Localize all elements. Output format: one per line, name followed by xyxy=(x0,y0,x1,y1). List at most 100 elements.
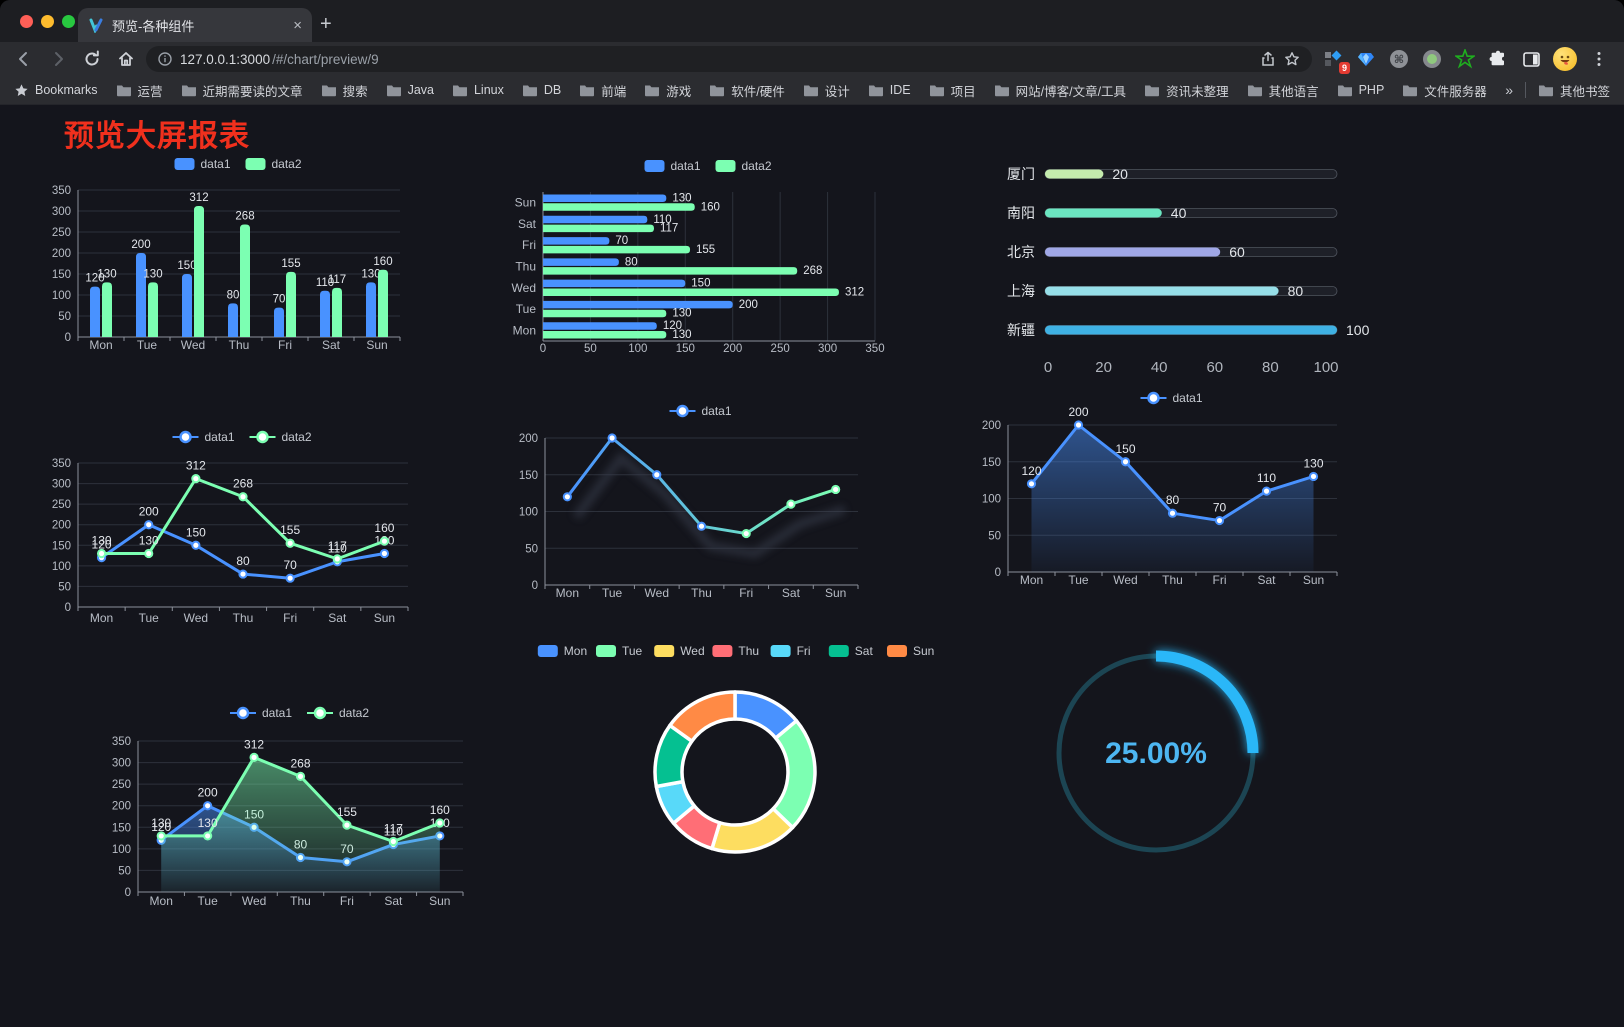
svg-text:200: 200 xyxy=(131,239,150,251)
donut-chart-canvas[interactable]: Mon Tue Wed Thu Fri Sat Sun xyxy=(530,640,940,975)
extension-grid-icon[interactable]: 9 xyxy=(1322,48,1350,74)
record-extension-icon[interactable] xyxy=(1421,48,1443,70)
bookmark-folder[interactable]: 前端 xyxy=(579,81,626,100)
window-close-button[interactable] xyxy=(20,15,33,28)
url-host: 127.0.0.1:3000 xyxy=(180,51,271,67)
bookmark-folder[interactable]: Linux xyxy=(452,83,504,97)
svg-text:Tue: Tue xyxy=(1068,573,1089,587)
site-info-icon[interactable] xyxy=(158,52,172,66)
svg-text:Fri: Fri xyxy=(797,644,811,658)
svg-text:Fri: Fri xyxy=(522,238,536,252)
svg-text:Fri: Fri xyxy=(278,338,292,352)
browser-menu-icon[interactable] xyxy=(1588,48,1610,70)
svg-text:新疆: 新疆 xyxy=(1007,322,1035,338)
svg-text:130: 130 xyxy=(672,308,691,320)
home-button[interactable] xyxy=(112,45,140,73)
share-icon[interactable] xyxy=(1260,51,1276,67)
bookmark-folder[interactable]: 项目 xyxy=(929,81,976,100)
green-star-extension-icon[interactable] xyxy=(1454,48,1476,70)
other-bookmarks[interactable]: 其他书签 xyxy=(1538,81,1610,100)
area-chart-multi-canvas[interactable]: data1 data2 0 50 100 150 200 250 300 350 Mon Tue Wed… xyxy=(105,675,505,925)
gem-extension-icon[interactable] xyxy=(1355,48,1377,70)
bookmark-folder[interactable]: 网站/博客/文章/工具 xyxy=(994,81,1126,100)
bookmark-folder[interactable]: IDE xyxy=(868,83,911,97)
svg-text:155: 155 xyxy=(281,258,300,270)
progress-bars-chart-canvas[interactable]: 厦门 20 南阳 40 北京 60 上海 80 新疆 100 0 20 40 60 80 100 xyxy=(990,150,1390,395)
svg-text:Sat: Sat xyxy=(518,217,537,231)
svg-text:350: 350 xyxy=(865,343,884,355)
svg-text:Mon: Mon xyxy=(90,611,113,625)
url-bar[interactable]: 127.0.0.1:3000/#/chart/preview/9 xyxy=(146,46,1312,72)
area-chart-single-canvas[interactable]: data1 0 50 100 150 200 Mon Tue Wed Thu Fri Sat Sun 12… xyxy=(975,385,1395,600)
reload-button[interactable] xyxy=(78,45,106,73)
svg-text:110: 110 xyxy=(328,542,347,556)
bookmark-folder[interactable]: 设计 xyxy=(803,81,850,100)
svg-text:268: 268 xyxy=(235,210,254,222)
bookmark-star-icon[interactable] xyxy=(1284,51,1300,67)
titlebar: 预览-各种组件 × + xyxy=(0,0,1624,42)
bookmark-folder[interactable]: 资讯未整理 xyxy=(1144,81,1229,100)
svg-text:100: 100 xyxy=(628,343,647,355)
sidepanel-icon[interactable] xyxy=(1520,48,1542,70)
area-chart-single[interactable]: data1 0 50 100 150 200 Mon Tue Wed Thu Fri Sat Sun 12… xyxy=(975,385,1395,600)
horizontal-bar-chart[interactable]: data1 data2 0 50 100 150 200 250 300 350 Sun Sat Fri… xyxy=(500,150,900,375)
bookmark-folder[interactable]: 其他语言 xyxy=(1247,81,1319,100)
svg-text:130: 130 xyxy=(143,268,162,280)
bookmark-folder[interactable]: DB xyxy=(522,83,561,97)
command-extension-icon[interactable]: ⌘ xyxy=(1388,48,1410,70)
forward-button[interactable] xyxy=(44,45,72,73)
svg-text:117: 117 xyxy=(328,539,347,553)
svg-text:Sat: Sat xyxy=(328,611,347,625)
svg-text:150: 150 xyxy=(52,269,71,281)
svg-text:130: 130 xyxy=(97,268,116,280)
browser-tab[interactable]: 预览-各种组件 × xyxy=(78,8,312,42)
grouped-bar-chart[interactable]: data1 data2 0 50 100 150 200 250 300 350 Mon Tue Wed… xyxy=(40,150,460,365)
svg-text:150: 150 xyxy=(691,278,710,290)
bookmark-folder-list: 运营 近期需要读的文章 搜索 Java Linux DB 前端 游戏 软件/硬件 设计 IDE 项目网… xyxy=(116,81,1487,100)
bookmark-folder[interactable]: 文件服务器 xyxy=(1402,81,1487,100)
extensions-puzzle-icon[interactable] xyxy=(1487,48,1509,70)
svg-text:117: 117 xyxy=(328,274,346,286)
bookmark-folder[interactable]: 运营 xyxy=(116,81,163,100)
window-minimize-button[interactable] xyxy=(41,15,54,28)
multi-line-chart-canvas[interactable]: data1 data2 0 50 100 150 200 250 300 350 Mon Tue Wed… xyxy=(45,425,465,640)
svg-text:0: 0 xyxy=(125,887,131,899)
horizontal-bar-chart-canvas[interactable]: data1 data2 0 50 100 150 200 250 300 350 Sun Sat Fri… xyxy=(500,150,900,375)
svg-text:100: 100 xyxy=(982,494,1001,506)
bookmark-folder[interactable]: 搜索 xyxy=(321,81,368,100)
progress-bars-chart[interactable]: 厦门 20 南阳 40 北京 60 上海 80 新疆 100 0 20 40 60 80 100 xyxy=(990,150,1390,395)
svg-text:50: 50 xyxy=(525,543,538,555)
new-tab-button[interactable]: + xyxy=(320,13,332,35)
svg-text:Mon: Mon xyxy=(89,338,112,352)
svg-text:200: 200 xyxy=(739,299,758,311)
svg-text:40: 40 xyxy=(1171,205,1187,221)
grouped-bar-chart-canvas[interactable]: data1 data2 0 50 100 150 200 250 300 350 Mon Tue Wed… xyxy=(40,150,460,365)
bookmarks-overflow-chevron[interactable]: » xyxy=(1505,82,1513,98)
bookmarks-root[interactable]: Bookmarks xyxy=(14,83,98,98)
bookmark-folder[interactable]: 游戏 xyxy=(644,81,691,100)
svg-text:上海: 上海 xyxy=(1007,283,1035,299)
svg-text:Fri: Fri xyxy=(283,611,297,625)
window-zoom-button[interactable] xyxy=(62,15,75,28)
svg-text:80: 80 xyxy=(1166,493,1180,507)
bookmark-folder[interactable]: 近期需要读的文章 xyxy=(181,81,303,100)
bookmarks-divider xyxy=(1524,82,1526,98)
gauge-chart[interactable]: 25.00% xyxy=(1030,630,1290,895)
tab-close-icon[interactable]: × xyxy=(293,16,302,34)
gauge-chart-canvas[interactable]: 25.00% xyxy=(1030,630,1290,895)
multi-line-chart[interactable]: data1 data2 0 50 100 150 200 250 300 350 Mon Tue Wed… xyxy=(45,425,465,640)
bookmark-folder[interactable]: Java xyxy=(386,83,434,97)
gradient-line-chart-canvas[interactable]: data1 0 50 100 150 200 Mon Tue Wed Thu Fri Sat Sun xyxy=(505,400,905,615)
gradient-line-chart[interactable]: data1 0 50 100 150 200 Mon Tue Wed Thu Fri Sat Sun xyxy=(505,400,905,615)
area-chart-multi[interactable]: data1 data2 0 50 100 150 200 250 300 350 Mon Tue Wed… xyxy=(105,675,505,925)
svg-text:Tue: Tue xyxy=(516,302,537,316)
back-button[interactable] xyxy=(10,45,38,73)
svg-text:Thu: Thu xyxy=(515,260,536,274)
profile-avatar[interactable] xyxy=(1553,47,1577,71)
folder-icon xyxy=(645,85,660,96)
donut-chart[interactable]: Mon Tue Wed Thu Fri Sat Sun xyxy=(530,640,940,975)
svg-text:200: 200 xyxy=(52,248,71,260)
svg-text:110: 110 xyxy=(384,825,403,839)
bookmark-folder[interactable]: 软件/硬件 xyxy=(709,81,785,100)
bookmark-folder[interactable]: PHP xyxy=(1337,83,1384,97)
